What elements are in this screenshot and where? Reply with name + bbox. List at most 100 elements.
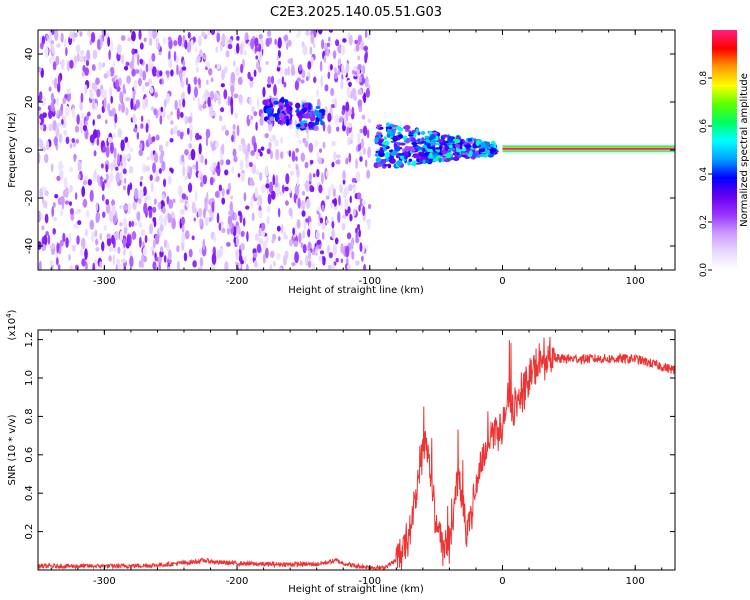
heatmap-cell [57,82,61,93]
heatmap-cell [302,107,308,113]
heatmap-cell [168,199,174,210]
heatmap-cell [41,244,47,252]
heatmap-cell [126,234,130,246]
heatmap-cell [273,100,280,105]
colorbar-tick-label: 0.0 [699,263,709,278]
heatmap-cell [159,78,162,85]
heatmap-cell [202,104,207,109]
heatmap-cell [127,202,132,215]
heatmap-cell [114,230,120,241]
heatmap-cell [57,264,61,270]
heatmap-cell [198,35,202,47]
heatmap-cell [312,43,316,49]
heatmap-cell [109,66,115,77]
heatmap-cell [380,159,387,164]
heatmap-cell [197,207,203,218]
heatmap-cell [268,181,274,194]
heatmap-cell [355,231,359,241]
heatmap-cell [92,129,98,139]
heatmap-cell [351,87,357,98]
heatmap-cell [132,201,137,210]
heatmap-cell [342,179,346,185]
heatmap-cell [326,42,331,47]
heatmap-cell [190,148,196,161]
heatmap-cell [74,125,80,133]
heatmap-cell [356,223,361,230]
heatmap-cell [324,84,329,92]
heatmap-cell [270,190,276,200]
heatmap-cell [274,139,279,147]
heatmap-cell [172,126,178,135]
heatmap-cell [313,30,317,38]
colorbar-tick-label: 0.8 [699,71,709,86]
heatmap-cell [205,128,211,139]
heatmap-cell [331,220,335,229]
heatmap-cell [329,63,333,71]
heatmap-cell [159,224,164,232]
heatmap-cell [51,42,55,55]
heatmap-cell [355,260,360,266]
heatmap-cell [50,163,54,173]
heatmap-cell [170,168,174,174]
heatmap-cell [355,171,361,183]
heatmap-cell [295,102,301,109]
heatmap-cell [363,147,366,155]
heatmap-cell [41,186,47,192]
heatmap-cell [300,152,306,162]
heatmap-cell [131,231,137,240]
heatmap-cell [182,98,186,108]
heatmap-cell [367,203,372,210]
heatmap-cell [296,177,300,187]
heatmap-cell [310,56,314,66]
heatmap-cell [330,87,335,97]
heatmap-cell [290,64,295,77]
snr-frame [37,329,676,571]
heatmap-cell [152,206,157,213]
heatmap-cell [321,231,325,240]
heatmap-cell [101,211,106,218]
heatmap-cell [353,75,358,80]
heatmap-cell [79,100,83,112]
heatmap-cell [316,88,319,98]
x-tick-label: -300 [93,576,116,587]
heatmap-cell [92,119,95,126]
heatmap-cell [301,69,306,79]
heatmap-cell [432,146,436,152]
heatmap-cell [119,171,123,181]
heatmap-cell [142,163,147,174]
heatmap-cell [52,202,56,209]
heatmap-cell [50,101,55,111]
heatmap-cell [302,44,308,56]
heatmap-cell [196,66,199,73]
heatmap-cell [274,115,279,122]
colorbar-gradient [712,30,737,270]
heatmap-cell [202,238,206,251]
heatmap-cell [265,61,269,66]
heatmap-cell [344,199,349,210]
heatmap-cell [307,260,312,269]
heatmap-cell [109,141,114,154]
y-tick-label: 40 [24,48,35,61]
heatmap-cell [272,260,277,267]
heatmap-cell [45,231,49,236]
heatmap-cell [323,55,327,64]
heatmap-cell [119,230,124,242]
heatmap-cell [244,49,247,56]
heatmap-cell [438,157,442,163]
heatmap-cell [64,105,70,117]
heatmap-cell [280,223,284,234]
heatmap-cell [375,150,379,154]
heatmap-cell [178,185,183,197]
heatmap-cell [210,77,214,83]
heatmap-cell [187,116,193,124]
heatmap-cell [131,30,136,42]
heatmap-cell [266,148,271,155]
heatmap-cell [116,258,120,264]
heatmap-cell [152,261,157,270]
heatmap-cell [221,197,226,205]
heatmap-cell [106,180,111,189]
heatmap-cell [74,192,78,200]
heatmap-cell [226,188,230,195]
heatmap-cell [287,163,291,169]
colorbar-tick-label: 0.4 [699,167,709,182]
